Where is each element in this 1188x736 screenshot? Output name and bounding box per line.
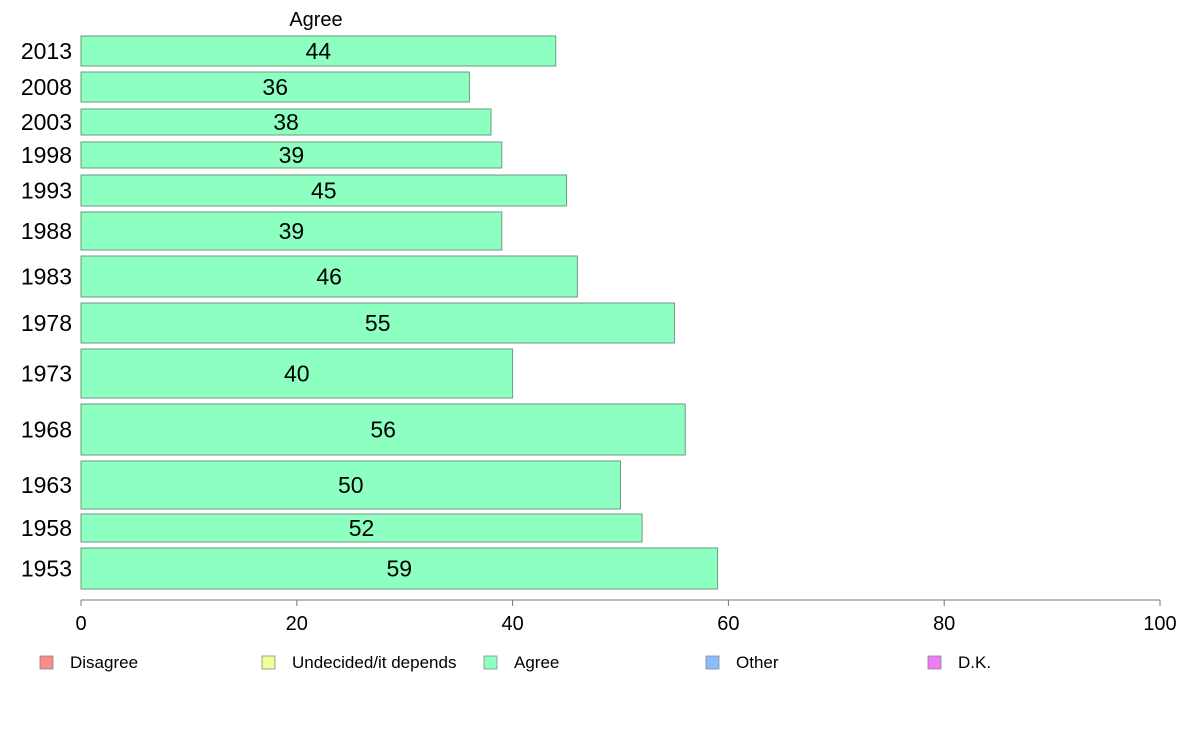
bar-1973 (80, 348, 514, 399)
bar-1968 (80, 403, 686, 456)
data-label-1963: 50 (338, 472, 364, 498)
x-tick-label-20: 20 (286, 613, 308, 635)
legend-swatch-other (705, 655, 720, 670)
x-tick-label-100: 100 (1143, 613, 1176, 635)
year-label-1968: 1968 (21, 417, 72, 443)
bar-1963 (80, 460, 621, 510)
year-label-1953: 1953 (21, 556, 72, 582)
legend: Disagree Undecided/it depends Agree Other D.… (39, 653, 991, 672)
data-label-1998: 39 (279, 142, 305, 168)
legend-swatch-agree (483, 655, 498, 670)
year-label-1978: 1978 (21, 310, 72, 336)
year-label-1988: 1988 (21, 218, 72, 244)
legend-label-agree: Agree (514, 653, 559, 672)
data-label-1993: 45 (311, 178, 337, 204)
legend-swatch-undecided-it-depends (261, 655, 276, 670)
legend-swatch-disagree (39, 655, 54, 670)
x-tick-label-60: 60 (717, 613, 739, 635)
data-label-2013: 44 (306, 38, 332, 64)
year-label-2003: 2003 (21, 109, 72, 135)
year-label-1963: 1963 (21, 472, 72, 498)
bar-1978 (80, 302, 675, 344)
legend-label-undecided-it-depends: Undecided/it depends (292, 653, 456, 672)
bar-2003 (80, 108, 492, 136)
data-label-2008: 36 (262, 74, 288, 100)
chart-title: Agree (289, 9, 342, 31)
year-labels: 2013 2008 2003 1998 1993 1988 1983 1978 1973 1968… (21, 38, 72, 582)
bar-1998 (80, 141, 503, 169)
year-label-1983: 1983 (21, 264, 72, 290)
data-label-1973: 40 (284, 361, 310, 387)
data-label-1958: 52 (349, 515, 375, 541)
data-label-1968: 56 (370, 417, 396, 443)
data-label-1953: 59 (387, 556, 413, 582)
legend-label-other: Other (736, 653, 779, 672)
x-tick-label-0: 0 (75, 613, 86, 635)
year-label-1998: 1998 (21, 142, 72, 168)
legend-swatch-d-k (927, 655, 942, 670)
bar-2008 (80, 71, 470, 103)
data-label-1988: 39 (279, 218, 305, 244)
bar-1958 (80, 513, 643, 543)
bar-1983 (80, 255, 578, 298)
data-label-1983: 46 (316, 264, 342, 290)
year-label-2008: 2008 (21, 74, 72, 100)
bar-1993 (80, 174, 568, 207)
data-label-2003: 38 (273, 109, 299, 135)
bar-1953 (80, 547, 719, 590)
year-label-2013: 2013 (21, 38, 72, 64)
year-label-1973: 1973 (21, 361, 72, 387)
year-label-1958: 1958 (21, 515, 72, 541)
x-tick-label-40: 40 (501, 613, 523, 635)
legend-label-d-k: D.K. (958, 653, 991, 672)
bar-2013 (80, 35, 557, 67)
legend-label-disagree: Disagree (70, 653, 138, 672)
data-label-1978: 55 (365, 310, 391, 336)
x-tick-label-80: 80 (933, 613, 955, 635)
year-label-1993: 1993 (21, 178, 72, 204)
bar-1988 (80, 211, 503, 251)
x-axis: 0 20 40 60 80 100 (75, 599, 1177, 635)
